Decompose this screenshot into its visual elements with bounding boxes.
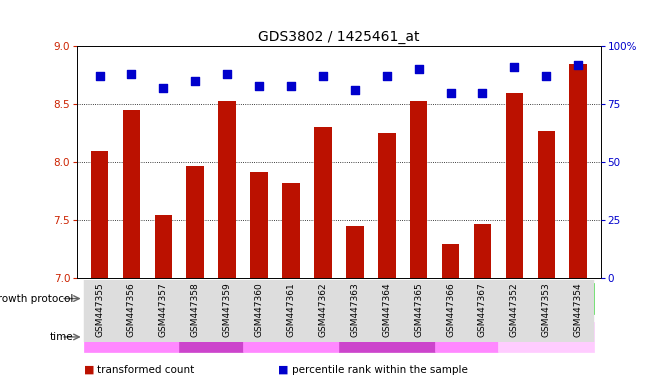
Point bbox=[317, 73, 328, 79]
Bar bbox=[154, 215, 172, 278]
Bar bbox=[187, 166, 204, 278]
Point bbox=[158, 85, 168, 91]
Bar bbox=[275, 280, 307, 342]
Text: GSM447366: GSM447366 bbox=[446, 282, 455, 337]
Point bbox=[190, 78, 201, 84]
Text: GSM447361: GSM447361 bbox=[287, 282, 295, 337]
Text: GSM447357: GSM447357 bbox=[159, 282, 168, 337]
Point bbox=[573, 61, 584, 68]
Point bbox=[509, 64, 520, 70]
Text: GSM447363: GSM447363 bbox=[350, 282, 359, 337]
Text: ■: ■ bbox=[278, 365, 289, 375]
Bar bbox=[148, 280, 179, 342]
Text: GSM447358: GSM447358 bbox=[191, 282, 200, 337]
Bar bbox=[211, 280, 243, 342]
Bar bbox=[371, 280, 403, 342]
Text: GSM447356: GSM447356 bbox=[127, 282, 136, 337]
Bar bbox=[378, 133, 395, 278]
Bar bbox=[84, 322, 179, 352]
Text: 10 days: 10 days bbox=[365, 332, 409, 342]
Bar bbox=[115, 280, 148, 342]
Bar bbox=[84, 280, 115, 342]
Bar bbox=[339, 280, 371, 342]
Bar bbox=[403, 280, 435, 342]
Text: GSM447355: GSM447355 bbox=[95, 282, 104, 337]
Text: GSM447352: GSM447352 bbox=[510, 282, 519, 337]
Bar bbox=[435, 280, 466, 342]
Point bbox=[126, 71, 137, 77]
Text: DMSO: DMSO bbox=[274, 293, 308, 304]
Point bbox=[541, 73, 552, 79]
Bar bbox=[499, 280, 530, 342]
Bar bbox=[91, 151, 108, 278]
Text: 4 days: 4 days bbox=[113, 332, 150, 342]
Text: percentile rank within the sample: percentile rank within the sample bbox=[292, 365, 468, 375]
Title: GDS3802 / 1425461_at: GDS3802 / 1425461_at bbox=[258, 30, 419, 44]
Point bbox=[477, 89, 488, 96]
Bar bbox=[307, 280, 339, 342]
Bar bbox=[474, 224, 491, 278]
Bar bbox=[570, 63, 587, 278]
Bar bbox=[123, 110, 140, 278]
Text: GSM447362: GSM447362 bbox=[319, 282, 327, 337]
Bar bbox=[339, 322, 435, 352]
Point bbox=[222, 71, 233, 77]
Bar bbox=[435, 322, 499, 352]
Bar bbox=[530, 280, 562, 342]
Bar bbox=[410, 101, 427, 278]
Point bbox=[413, 66, 424, 73]
Point bbox=[350, 87, 360, 93]
Bar bbox=[499, 283, 594, 314]
Text: GSM447353: GSM447353 bbox=[541, 282, 551, 337]
Bar bbox=[346, 226, 364, 278]
Text: n/a: n/a bbox=[537, 332, 555, 342]
Text: GSM447365: GSM447365 bbox=[414, 282, 423, 337]
Point bbox=[254, 83, 264, 89]
Point bbox=[381, 73, 392, 79]
Bar bbox=[179, 280, 211, 342]
Point bbox=[286, 83, 297, 89]
Point bbox=[94, 73, 105, 79]
Point bbox=[445, 89, 456, 96]
Text: transformed count: transformed count bbox=[97, 365, 195, 375]
Text: GSM447364: GSM447364 bbox=[382, 282, 391, 337]
Bar bbox=[314, 127, 331, 278]
Text: 6 days: 6 days bbox=[193, 332, 229, 342]
Bar bbox=[218, 101, 236, 278]
Text: time: time bbox=[50, 332, 74, 342]
Text: 8 days: 8 days bbox=[272, 332, 309, 342]
Bar bbox=[179, 322, 243, 352]
Bar bbox=[84, 283, 499, 314]
Text: 12 days: 12 days bbox=[444, 332, 488, 342]
Text: ■: ■ bbox=[84, 365, 95, 375]
Bar bbox=[562, 280, 594, 342]
Text: GSM447360: GSM447360 bbox=[254, 282, 264, 337]
Text: GSM447354: GSM447354 bbox=[574, 282, 582, 337]
Bar bbox=[282, 183, 300, 278]
Bar bbox=[506, 93, 523, 278]
Bar bbox=[466, 280, 499, 342]
Text: control: control bbox=[527, 293, 566, 304]
Bar bbox=[537, 131, 555, 278]
Bar bbox=[243, 322, 339, 352]
Text: GSM447359: GSM447359 bbox=[223, 282, 231, 337]
Text: growth protocol: growth protocol bbox=[0, 293, 74, 304]
Bar bbox=[250, 172, 268, 278]
Bar bbox=[442, 243, 460, 278]
Bar bbox=[499, 322, 594, 352]
Text: GSM447367: GSM447367 bbox=[478, 282, 487, 337]
Bar bbox=[243, 280, 275, 342]
